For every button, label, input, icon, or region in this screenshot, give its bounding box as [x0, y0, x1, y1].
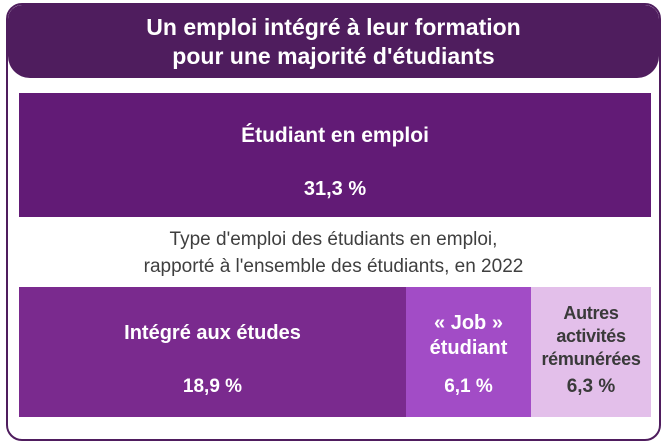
segment-student-job-label-line-1: « Job »	[434, 312, 503, 334]
segment-other-paid-label-line-3: rémunérées	[541, 349, 641, 369]
infographic-card: Un emploi intégré à leur formation pour …	[6, 3, 661, 441]
segment-integrated-value: 18,9 %	[182, 376, 243, 397]
segment-other-paid-label-line-2: activités	[556, 326, 626, 346]
segment-other-paid-label: Autres activités rémunérées	[531, 302, 651, 371]
total-employed-value: 31,3 %	[303, 178, 367, 200]
segment-other-paid-value: 6,3 %	[566, 376, 616, 397]
breakdown-caption: Type d'emploi des étudiants en emploi, r…	[8, 226, 659, 280]
title-line-1: Un emploi intégré à leur formation	[146, 14, 521, 40]
segment-integrated-label-line-1: Intégré aux études	[124, 322, 301, 344]
caption-line-2: rapporté à l'ensemble des étudiants, en …	[143, 256, 524, 277]
title-line-2: pour une majorité d'étudiants	[172, 43, 495, 69]
caption-line-1: Type d'emploi des étudiants en emploi,	[169, 229, 498, 250]
total-employed-label: Étudiant en emploi	[241, 124, 429, 147]
title-banner: Un emploi intégré à leur formation pour …	[8, 5, 659, 78]
segment-student-job-label-line-2: étudiant	[429, 337, 508, 359]
total-employed-box: Étudiant en emploi 31,3 %	[19, 93, 651, 217]
segment-student-job: « Job » étudiant 6,1 %	[406, 287, 531, 417]
segment-student-job-label: « Job » étudiant	[406, 311, 531, 361]
segment-student-job-value: 6,1 %	[444, 376, 493, 397]
segment-integrated: Intégré aux études 18,9 %	[19, 287, 406, 417]
segment-other-paid: Autres activités rémunérées 6,3 %	[531, 287, 651, 417]
segment-integrated-label: Intégré aux études	[19, 322, 406, 345]
segment-other-paid-label-line-1: Autres	[563, 303, 619, 323]
